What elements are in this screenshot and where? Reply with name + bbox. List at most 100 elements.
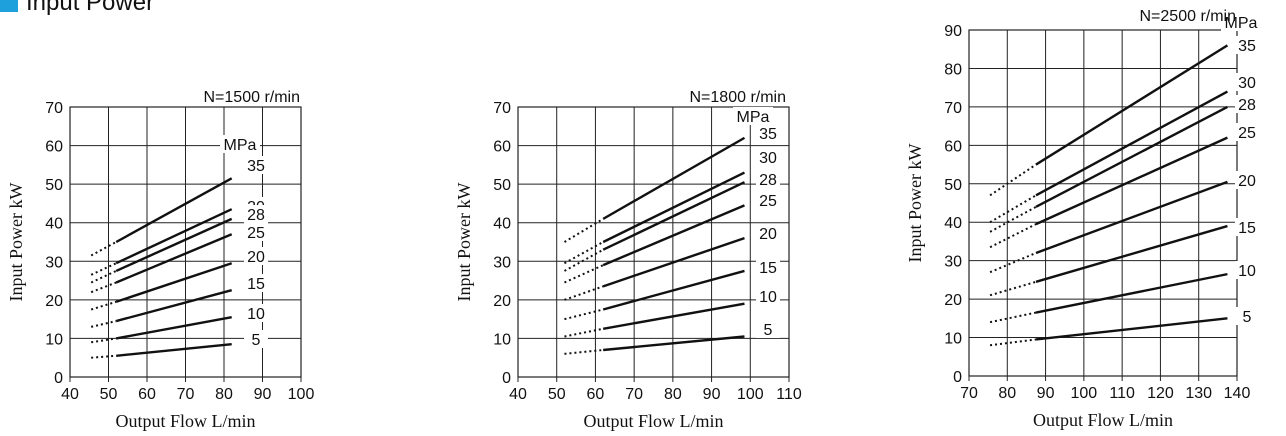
x-tick-label: 40 (509, 386, 527, 403)
curve-label-bg (756, 320, 780, 338)
series-dotted-28 (989, 205, 1037, 233)
series-dotted-25 (989, 223, 1037, 249)
curve-label-35: 35 (247, 158, 265, 175)
section-marker (0, 0, 18, 12)
x-tick-label: 100 (1071, 385, 1098, 402)
series-line-25 (115, 233, 233, 284)
x-tick-label: 80 (664, 386, 682, 403)
curve-label-bg (1235, 36, 1259, 54)
series-dotted-10 (91, 337, 117, 344)
x-tick-label: 90 (1037, 385, 1055, 402)
curve-label-35: 35 (759, 126, 777, 143)
series-line-5 (116, 343, 232, 357)
y-tick-label: 70 (493, 100, 511, 117)
curve-label-bg (244, 304, 268, 322)
plot-frame (517, 106, 790, 378)
x-tick-label: 50 (100, 386, 118, 403)
x-tick-label: 90 (703, 386, 721, 403)
curve-label-bg (756, 191, 780, 209)
curve-label-bg (756, 170, 780, 188)
series-dotted-5 (564, 349, 604, 355)
curve-label-bg (756, 224, 780, 242)
series-dotted-15 (90, 320, 117, 328)
y-tick-label: 80 (944, 61, 962, 78)
curve-label-10: 10 (759, 289, 777, 306)
series-line-30 (1035, 90, 1229, 197)
curve-label-bg (756, 148, 780, 166)
curve-label-30: 30 (1238, 75, 1256, 92)
y-tick-label: 10 (493, 331, 511, 348)
series-dotted-20 (90, 300, 117, 311)
series-line-20 (1035, 180, 1228, 255)
curve-label-bg (1235, 95, 1259, 113)
series-line-15 (115, 289, 233, 323)
x-tick-label: 100 (288, 386, 315, 403)
y-axis-title: Input Power kW (905, 144, 925, 263)
series-line-25 (1035, 136, 1228, 226)
series-line-35 (115, 177, 233, 244)
series-line-15 (602, 269, 745, 311)
y-tick-label: 50 (45, 177, 63, 194)
series-dotted-28 (563, 248, 604, 272)
curve-label-bg (1235, 73, 1259, 91)
y-tick-label: 20 (944, 292, 962, 309)
x-tick-label: 70 (177, 386, 195, 403)
page-title: Input Power (26, 0, 155, 16)
page-header: Input Power (0, 0, 154, 18)
curve-label-15: 15 (759, 260, 777, 277)
curve-label-5: 5 (1243, 309, 1252, 326)
curve-label-15: 15 (247, 276, 265, 293)
curve-label-10: 10 (247, 306, 265, 323)
y-tick-label: 60 (493, 139, 511, 156)
curve-label-bg (1235, 171, 1259, 189)
y-tick-label: 60 (45, 139, 63, 156)
unit-label-bg (220, 135, 260, 153)
curve-label-25: 25 (1238, 125, 1256, 142)
curve-label-28: 28 (1238, 97, 1256, 114)
x-tick-label: 40 (61, 386, 79, 403)
series-dotted-30 (563, 241, 604, 265)
series-line-10 (602, 302, 745, 330)
series-line-10 (1035, 272, 1228, 314)
x-tick-label: 60 (138, 386, 156, 403)
y-tick-label: 10 (45, 331, 63, 348)
curve-label-10: 10 (1238, 263, 1256, 280)
y-tick-label: 50 (493, 177, 511, 194)
curve-label-bg (244, 223, 268, 241)
chart-title: N=1500 r/min (204, 89, 301, 106)
series-line-30 (115, 208, 233, 265)
y-axis-title: Input Power kW (454, 183, 474, 302)
y-tick-label: 30 (45, 254, 63, 271)
unit-label-bg (1221, 13, 1261, 31)
curve-label-5: 5 (252, 332, 261, 349)
unit-label: MPa (224, 137, 257, 154)
plot-frame (968, 29, 1238, 377)
series-line-35 (602, 136, 746, 220)
curve-label-25: 25 (759, 193, 777, 210)
y-tick-label: 10 (944, 331, 962, 348)
curve-label-28: 28 (759, 172, 777, 189)
y-tick-label: 30 (944, 254, 962, 271)
series-dotted-10 (989, 311, 1037, 324)
curve-label-bg (244, 247, 268, 265)
x-tick-label: 130 (1185, 385, 1212, 402)
curve-label-bg (756, 287, 780, 305)
x-tick-label: 80 (215, 386, 233, 403)
y-tick-label: 0 (953, 369, 962, 386)
curve-label-5: 5 (764, 322, 773, 339)
curve-label-bg (244, 156, 268, 174)
y-tick-label: 40 (45, 216, 63, 233)
chart-title: N=1800 r/min (690, 89, 787, 106)
x-tick-label: 100 (737, 386, 764, 403)
x-tick-label: 80 (998, 385, 1016, 402)
series-line-28 (115, 217, 233, 273)
curve-label-20: 20 (1238, 173, 1256, 190)
x-tick-label: 120 (1147, 385, 1174, 402)
y-tick-label: 0 (502, 370, 511, 387)
x-tick-label: 50 (548, 386, 566, 403)
curve-label-30: 30 (759, 150, 777, 167)
y-tick-label: 70 (45, 100, 63, 117)
x-tick-label: 90 (254, 386, 272, 403)
